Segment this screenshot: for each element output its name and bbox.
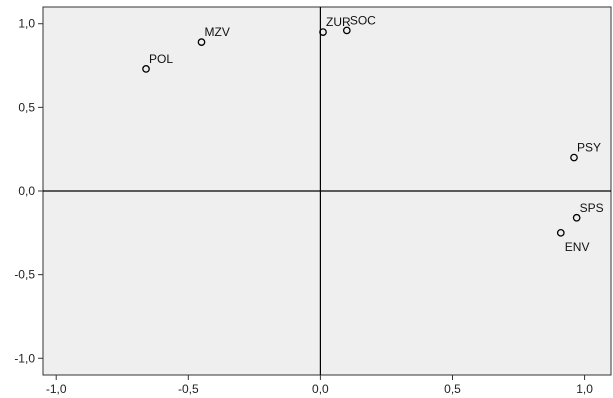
point-marker [556,228,565,237]
data-point-sps: SPS [572,201,604,222]
data-points: MZV POL ZUR SOC PSY SPS ENV [142,13,604,254]
point-marker [142,65,150,73]
y-tick-label: 0,0 [18,184,35,198]
point-label: PSY [577,141,601,155]
x-tick-label: 0,5 [444,382,461,396]
point-label: MZV [205,25,230,39]
point-label: SPS [580,201,604,215]
point-label: SOC [350,13,376,27]
data-point-mzv: MZV [197,25,230,46]
y-tick-label: 1,0 [18,17,35,31]
point-label: POL [149,52,173,66]
point-marker [570,153,578,162]
y-tick-label: -1,0 [14,351,35,365]
y-tick-label: -0,5 [14,268,35,282]
point-marker [319,28,327,36]
data-point-zur: ZUR [319,15,351,36]
point-marker [342,26,351,35]
y-tick-label: 0,5 [18,100,35,114]
x-tick-label: -1,0 [46,382,67,396]
y-axis-ticks: 1,0 0,5 0,0 -0,5 -1,0 [14,17,43,365]
data-point-psy: PSY [570,141,601,162]
point-marker [572,213,581,222]
data-point-pol: POL [142,52,173,73]
point-label: ENV [565,240,590,254]
x-tick-label: -0,5 [178,382,199,396]
x-axis-ticks: -1,0 -0,5 0,0 0,5 1,0 [46,375,593,396]
x-tick-label: 1,0 [576,382,593,396]
data-point-soc: SOC [342,13,376,35]
point-marker [197,38,206,46]
x-tick-label: 0,0 [312,382,329,396]
data-point-env: ENV [556,228,590,254]
point-label: ZUR [326,15,351,29]
